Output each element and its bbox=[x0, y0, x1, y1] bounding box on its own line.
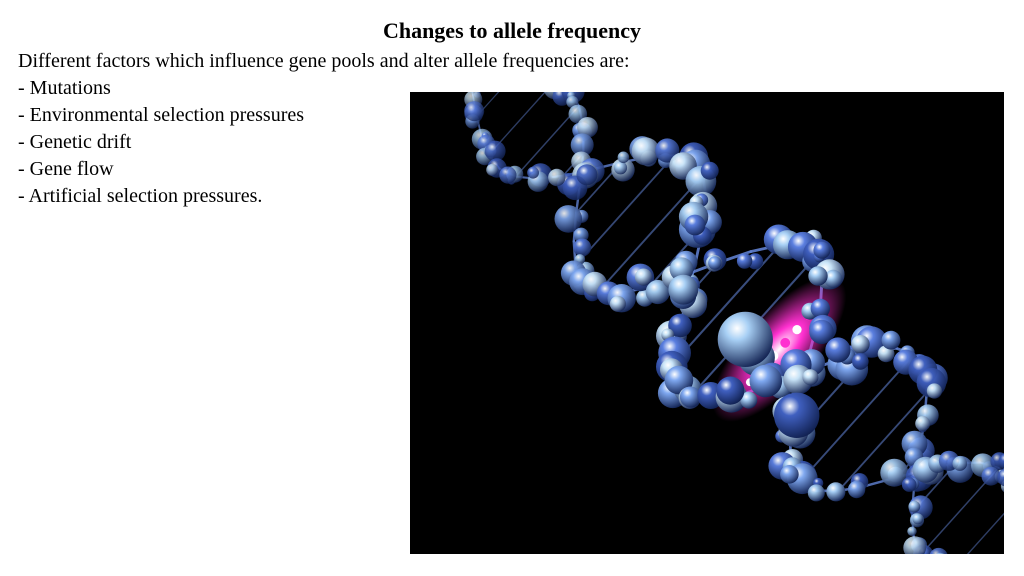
dna-figure bbox=[410, 92, 1004, 554]
page-title: Changes to allele frequency bbox=[0, 0, 1024, 44]
intro-text: Different factors which influence gene p… bbox=[0, 44, 1024, 75]
